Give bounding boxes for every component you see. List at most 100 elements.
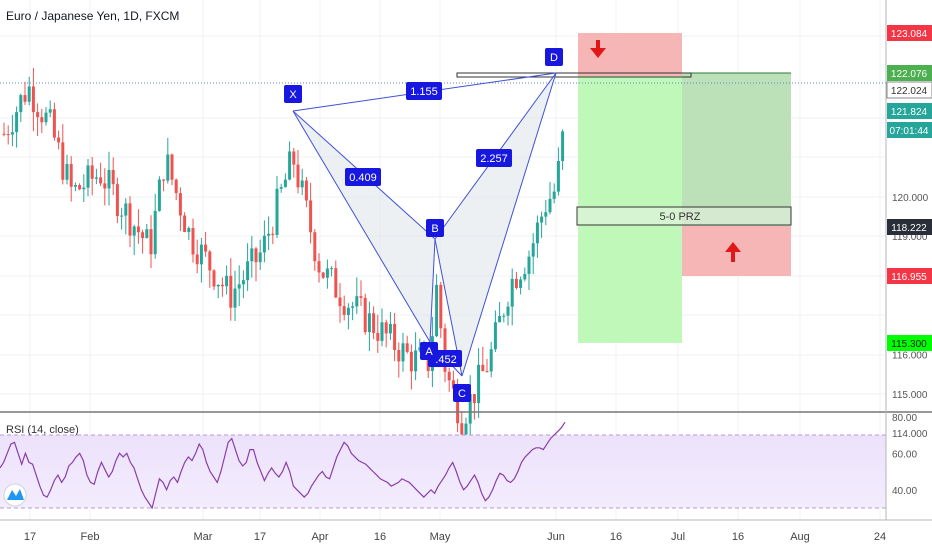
rsi-axis[interactable]: 80.00 60.00 40.00 [892,413,917,497]
candle-body [317,261,321,273]
time-tick: May [430,531,451,543]
ratio-xd: 1.155 [410,86,438,98]
time-tick: 16 [374,531,386,543]
candle-body [342,306,346,315]
candle-body [460,423,464,435]
candle-body [82,187,86,190]
candle-body [86,165,90,188]
candle-body [145,229,149,239]
ratio-ac: .452 [435,354,456,366]
candle-body [321,272,325,278]
candle-body [531,243,535,257]
rsi-pane[interactable]: RSI (14, close) [0,421,886,510]
rsi-tick: 40.00 [892,486,917,497]
candle-body [52,109,56,138]
candle-body [363,297,367,333]
candle-body [136,226,140,233]
candle-body [90,165,94,179]
time-axis[interactable]: 17 Feb Mar 17 Apr 16 May Jun 16 Jul 16 Aug 24 [24,531,886,543]
candle-body [325,268,329,278]
arrow-down-icon [590,40,606,58]
tradingview-logo-icon [3,483,27,507]
candle-body [334,268,338,298]
price-label-red: 116.955 [891,272,927,283]
candle-body [191,228,195,255]
candle-body [309,200,313,233]
candle-body [27,86,31,102]
trade-zones[interactable]: 5-0 PRZ [0,33,886,343]
time-tick: 16 [610,531,622,543]
chart-title: Euro / Japanese Yen, 1D, FXCM [6,9,179,23]
point-a-label: A [425,346,433,358]
point-x-label: X [289,89,297,101]
candle-body [464,423,468,435]
ratio-bd: 2.257 [480,153,508,165]
candle-body [527,256,531,274]
candle-body [199,244,203,265]
candle-body [540,216,544,223]
candle-body [304,180,308,201]
xab-fill [293,111,435,342]
candle-body [44,112,48,123]
candle-body [300,180,304,188]
candle-body [73,185,77,187]
candle-body [544,212,548,217]
point-b-label: B [431,223,438,235]
prz-box[interactable] [576,206,792,226]
time-tick: 17 [24,531,36,543]
candle-body [78,185,82,190]
long-target-zone[interactable] [682,73,791,226]
candle-body [493,322,497,350]
candle-body [514,278,518,288]
time-tick: 16 [732,531,744,543]
point-d-label: D [550,52,558,64]
candle-body [31,86,35,113]
price-tick: 116.000 [892,350,928,361]
candle-body [99,177,103,184]
rsi-tick: 80.00 [892,413,917,424]
candle-body [262,235,266,253]
price-label-box [887,335,932,351]
price-label-box [887,103,932,119]
short-stop-zone[interactable] [578,33,682,76]
price-tick: 119.000 [892,232,928,243]
candle-body [519,279,523,288]
candle-body [472,394,476,404]
candle-body [481,364,485,372]
candle-body [115,184,119,217]
candle-body [170,154,174,180]
price-tick: 114.000 [892,429,928,440]
candle-body [338,297,342,307]
candle-body [258,252,262,263]
price-label-box [887,25,932,41]
candle-body [414,350,418,372]
candle-body [141,232,145,239]
candle-body [2,133,6,135]
candle-body [212,270,216,287]
harmonic-pattern[interactable]: 1.155 0.409 2.257 .452 X A B C D [284,48,563,402]
rsi-band [0,435,886,508]
candle-body [241,280,245,285]
price-label-teal: 07:01:44 [890,126,929,137]
candle-body [10,132,14,135]
candle-body [384,322,388,334]
candle-body [208,251,212,271]
candle-body [267,233,271,236]
candle-body [124,203,128,216]
time-tick: Aug [790,531,810,543]
candle-body [48,109,52,113]
candle-body [372,313,376,333]
candle-body [19,95,23,113]
candle-body [237,284,241,289]
candle-body [409,351,413,372]
candle-body [279,187,283,189]
time-tick: 24 [874,531,886,543]
price-label-dark: 118.222 [891,223,927,234]
d-level-box[interactable] [456,72,692,78]
candle-body [128,203,132,236]
candle-body [405,343,409,352]
price-label-box [887,65,932,81]
price-label-lime: 115.300 [891,339,927,350]
candle-body [271,233,275,235]
